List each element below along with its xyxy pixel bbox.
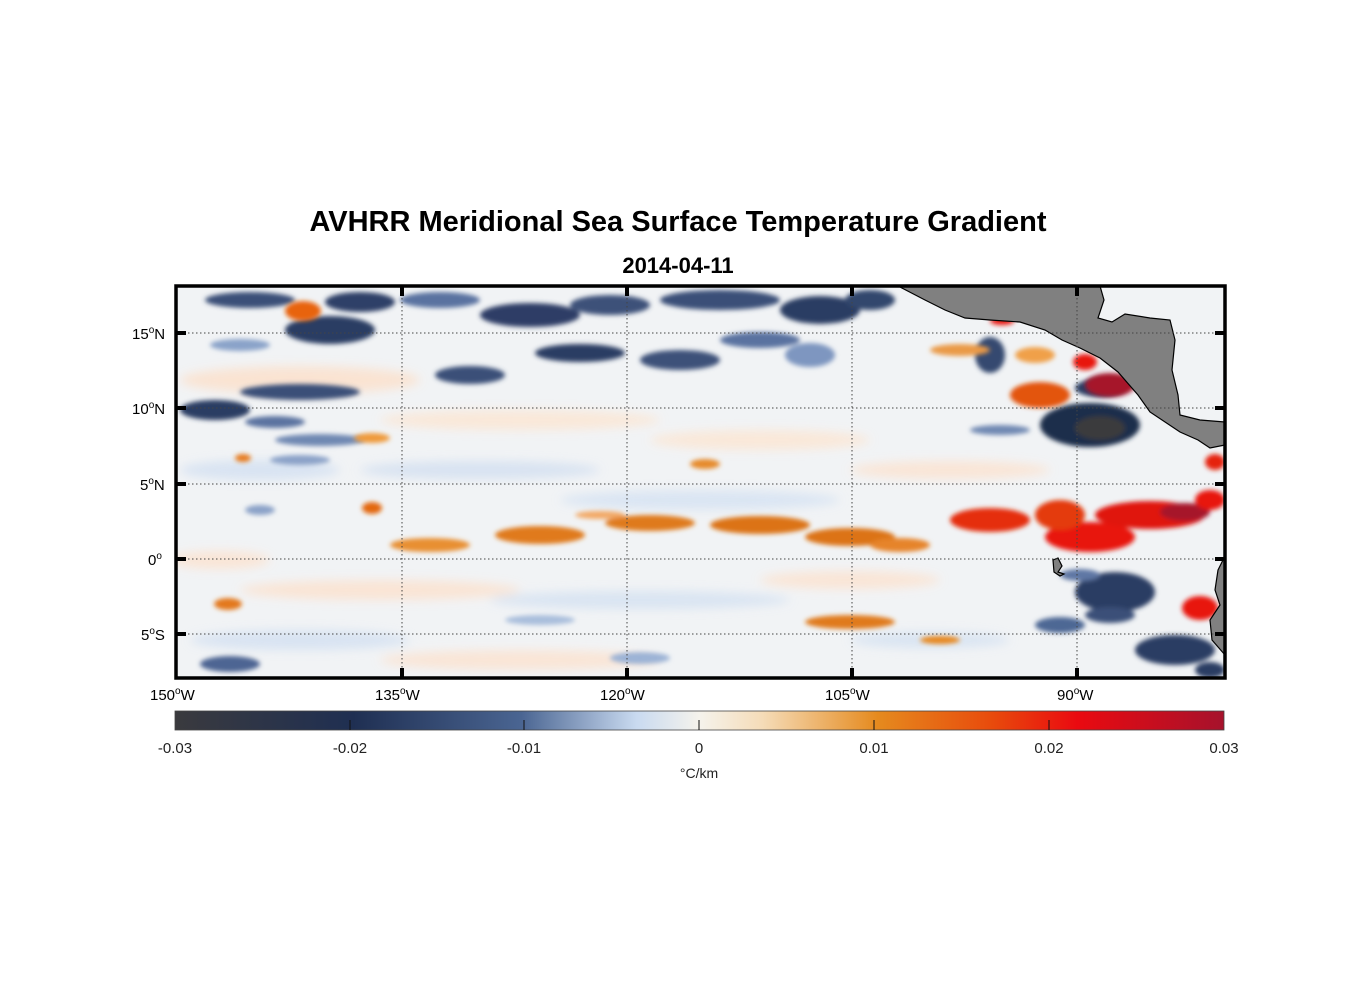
colorbar-tick-label: 0.03 [1209, 740, 1239, 757]
sst-gradient-field [176, 286, 1225, 678]
y-tick-label: 15oN [132, 325, 166, 343]
chart-subtitle: 2014-04-11 [622, 253, 734, 278]
x-tick-label: 120oW [600, 686, 645, 704]
map-ticks [176, 286, 1225, 678]
colorbar-tick-label: -0.03 [157, 740, 193, 757]
colorbar-unit-label: °C/km [679, 765, 719, 781]
central-america-land [897, 286, 1225, 449]
light-background-texture [176, 366, 1050, 670]
colorbar-ticks [349, 720, 1050, 730]
x-tick-label: 135oW [375, 686, 420, 704]
land [897, 286, 1225, 656]
positive-gradient-features [214, 301, 1225, 644]
y-tick-label: 10oN [132, 400, 166, 418]
galapagos-islands [1052, 557, 1066, 577]
grid-lines [176, 286, 1225, 678]
x-tick-label: 90oW [1057, 686, 1094, 704]
chart-title: AVHRR Meridional Sea Surface Temperature… [309, 206, 1047, 238]
x-tick-label: 105oW [825, 686, 870, 704]
y-tick-label: 0o [148, 551, 162, 569]
south-america-land [1209, 555, 1225, 656]
colorbar-tick-label: -0.01 [506, 740, 542, 757]
negative-gradient-features [180, 290, 1225, 678]
colorbar-tick-label: 0.01 [859, 740, 889, 757]
y-tick-label: 5oN [140, 476, 165, 494]
colorbar-tick-label: -0.02 [332, 740, 368, 757]
y-tick-label: 5oS [141, 626, 165, 644]
x-tick-label: 150oW [150, 686, 195, 704]
colorbar-tick-label: 0.02 [1034, 740, 1064, 757]
colorbar-tick-label: 0 [694, 740, 704, 757]
